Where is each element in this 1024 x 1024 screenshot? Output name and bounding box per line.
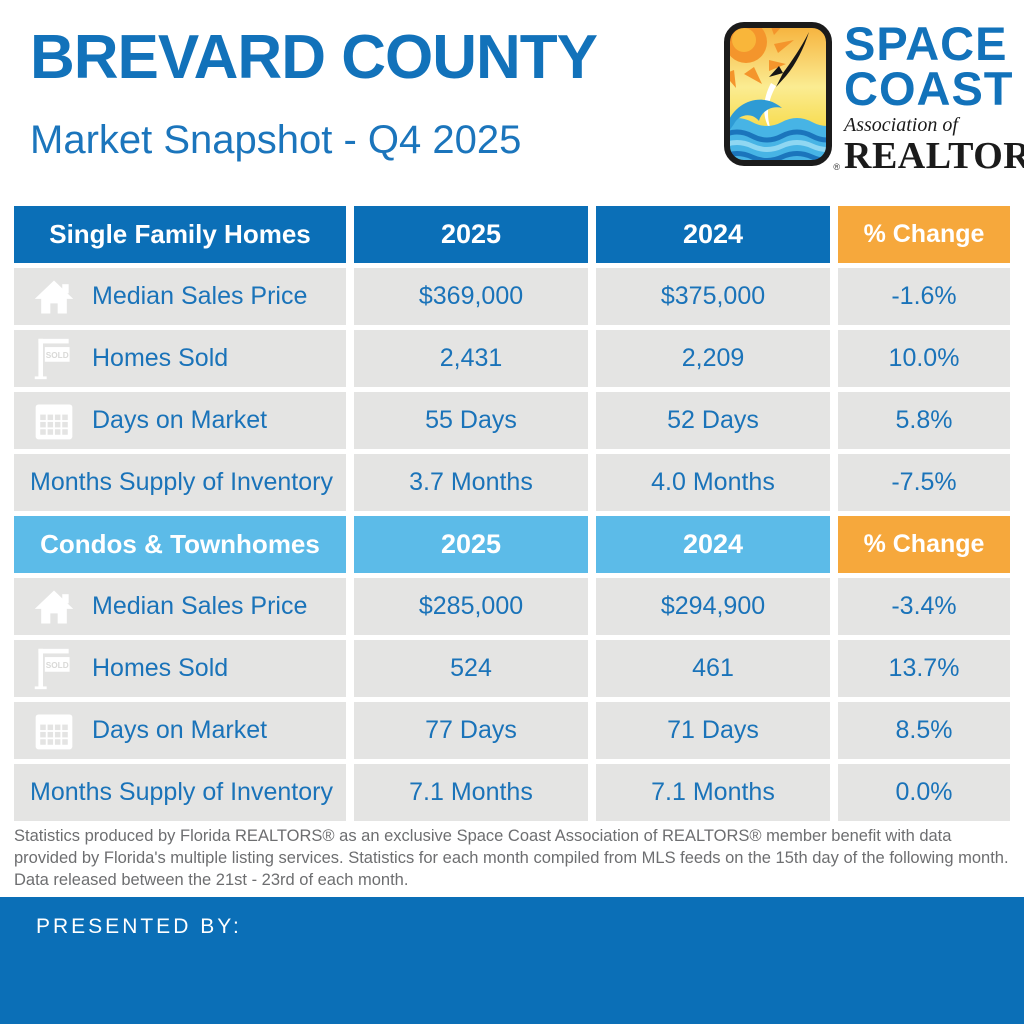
cell-2024: 461 <box>596 640 830 697</box>
svg-text:SOLD: SOLD <box>46 661 69 670</box>
row-label-text: Median Sales Price <box>92 592 308 620</box>
cell-2024: 71 Days <box>596 702 830 759</box>
column-header-change: % Change <box>838 516 1010 573</box>
badge-registered-mark: ® <box>833 162 840 172</box>
cell-change: 8.5% <box>838 702 1010 759</box>
row-label-median-sales-price: Median Sales Price <box>14 268 346 325</box>
row-label-text: Months Supply of Inventory <box>30 778 333 806</box>
cell-2024: $294,900 <box>596 578 830 635</box>
column-header-2025: 2025 <box>354 206 588 263</box>
house-icon <box>30 583 78 631</box>
calendar-icon <box>30 707 78 755</box>
condos-townhomes-table: Condos & Townhomes 2025 2024 % Change Me… <box>14 516 1010 821</box>
page-title: BREVARD COUNTY <box>30 23 598 92</box>
row-label-median-sales-price: Median Sales Price <box>14 578 346 635</box>
row-label-text: Days on Market <box>92 406 268 434</box>
cell-2024: 7.1 Months <box>596 764 830 821</box>
row-label-homes-sold: SOLD Homes Sold <box>14 640 346 697</box>
row-label-days-on-market: Days on Market <box>14 392 346 449</box>
house-icon <box>30 273 78 321</box>
logo-word-space: SPACE <box>844 17 1008 70</box>
column-header-2025: 2025 <box>354 516 588 573</box>
cell-change: 13.7% <box>838 640 1010 697</box>
svg-text:SOLD: SOLD <box>46 351 69 360</box>
single-family-homes-table: Single Family Homes 2025 2024 % Change M… <box>14 206 1010 511</box>
logo-word-coast: COAST <box>844 61 1014 115</box>
cell-2025: $285,000 <box>354 578 588 635</box>
cell-change: -7.5% <box>838 454 1010 511</box>
row-label-text: Homes Sold <box>92 344 229 372</box>
cell-change: 0.0% <box>838 764 1010 821</box>
cell-2024: 52 Days <box>596 392 830 449</box>
cell-2025: 77 Days <box>354 702 588 759</box>
cell-change: -1.6% <box>838 268 1010 325</box>
sold-sign-icon: SOLD <box>30 335 78 383</box>
row-label-months-supply: Months Supply of Inventory <box>14 454 346 511</box>
row-label-homes-sold: SOLD Homes Sold <box>14 330 346 387</box>
column-header-change: % Change <box>838 206 1010 263</box>
cell-change: 10.0% <box>838 330 1010 387</box>
cell-2025: 7.1 Months <box>354 764 588 821</box>
page-subtitle: Market Snapshot - Q4 2025 <box>30 118 522 162</box>
row-label-text: Median Sales Price <box>92 282 308 310</box>
cell-2024: 4.0 Months <box>596 454 830 511</box>
row-label-months-supply: Months Supply of Inventory <box>14 764 346 821</box>
cell-2025: $369,000 <box>354 268 588 325</box>
calendar-icon <box>30 397 78 445</box>
presented-by-bar: PRESENTED BY: <box>0 897 1024 1024</box>
row-label-text: Months Supply of Inventory <box>30 468 333 496</box>
cell-change: -3.4% <box>838 578 1010 635</box>
column-header-2024: 2024 <box>596 516 830 573</box>
cell-change: 5.8% <box>838 392 1010 449</box>
cell-2025: 3.7 Months <box>354 454 588 511</box>
cell-2025: 55 Days <box>354 392 588 449</box>
disclaimer-text: Statistics produced by Florida REALTORS®… <box>14 827 1009 889</box>
table-title-condos: Condos & Townhomes <box>14 516 346 573</box>
cell-2025: 524 <box>354 640 588 697</box>
row-label-text: Days on Market <box>92 716 268 744</box>
logo-word-realtors: REALTORS® <box>844 135 1024 178</box>
space-coast-realtors-logo: ® SPACE COAST Association of REALTORS® <box>722 20 1024 175</box>
logo-association-of: Association of <box>844 114 958 137</box>
logo-text: SPACE COAST Association of REALTORS® <box>844 17 1024 178</box>
cell-2024: $375,000 <box>596 268 830 325</box>
sold-sign-icon: SOLD <box>30 645 78 693</box>
cell-2025: 2,431 <box>354 330 588 387</box>
presented-by-label: PRESENTED BY: <box>36 915 242 938</box>
sun-rocket-wave-icon <box>724 22 832 166</box>
row-label-text: Homes Sold <box>92 654 229 682</box>
column-header-2024: 2024 <box>596 206 830 263</box>
logo-badge: ® <box>722 20 840 172</box>
table-title-single-family: Single Family Homes <box>14 206 346 263</box>
row-label-days-on-market: Days on Market <box>14 702 346 759</box>
cell-2024: 2,209 <box>596 330 830 387</box>
